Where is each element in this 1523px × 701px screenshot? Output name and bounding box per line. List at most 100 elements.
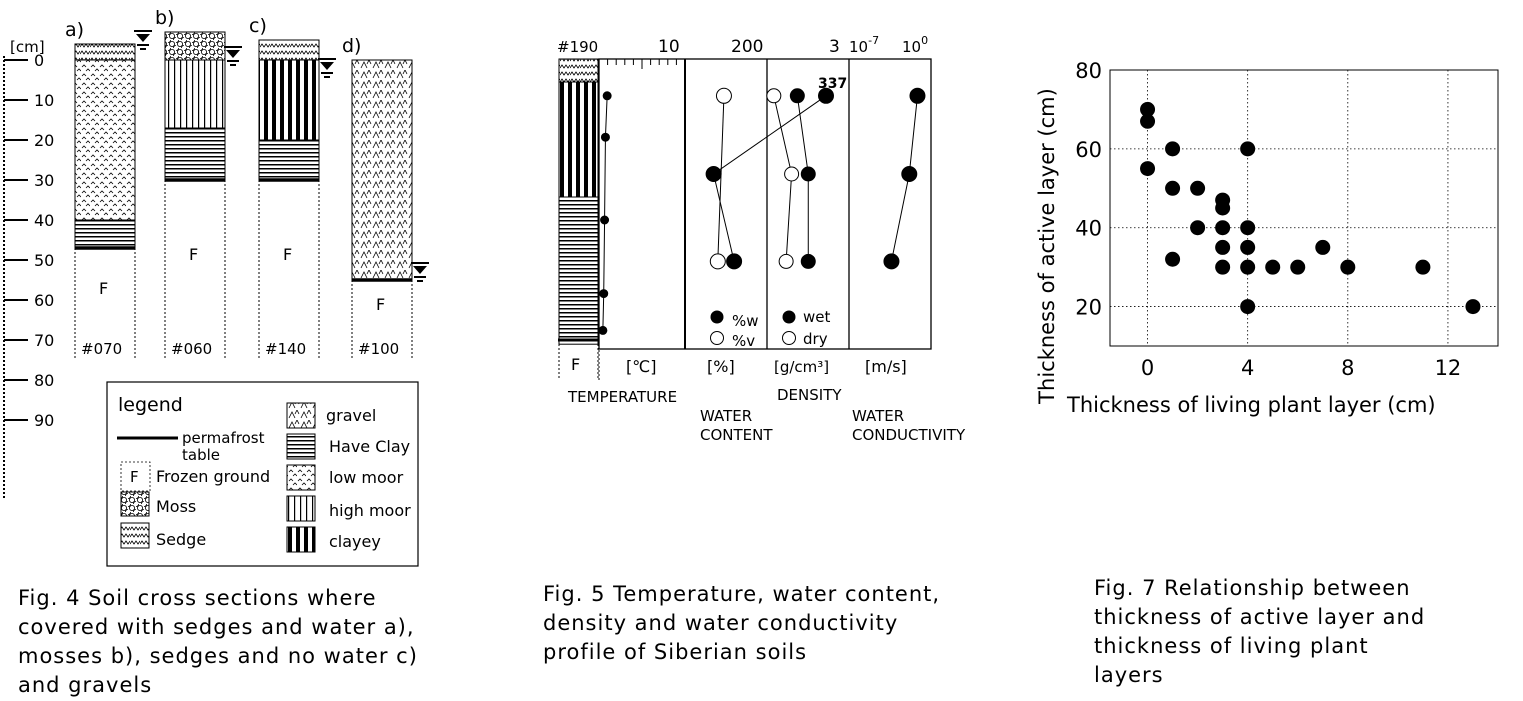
site-id-label: #070 <box>81 340 122 358</box>
column-letter-label: a) <box>65 19 84 41</box>
column-letter-label: c) <box>249 15 267 37</box>
legend-clayey-label: clayey <box>329 532 381 551</box>
soil-layer-have-clay <box>74 219 136 249</box>
soil-layer-have-clay <box>164 127 226 181</box>
depth-tick-label: 10 <box>34 91 54 110</box>
fig5-key-wet-marker <box>782 310 796 324</box>
depth-tick-label: 20 <box>34 131 54 150</box>
fig5-soil-layer-have-clay <box>558 196 599 345</box>
fig5-caption: Fig. 5 Temperature, water content, densi… <box>543 582 941 664</box>
soil-layer-sedge <box>74 43 136 61</box>
fig7-y-tick-label: 60 <box>1075 138 1102 162</box>
soil-layer-moss <box>164 31 226 61</box>
fig5-cond-label-1: WATER <box>852 407 904 425</box>
fig5-key-w-label: %w <box>732 312 759 330</box>
figure-7-scatter: 0 4 8 12 20 40 60 80 Thickness of living plant … <box>1035 59 1499 417</box>
depth-tick-label: 0 <box>34 51 44 70</box>
fig7-caption: Fig. 7 Relationship between thickness of… <box>1094 576 1426 687</box>
fig4-legend: legend permafrost table F Frozen ground … <box>106 381 419 567</box>
legend-moss-label: Moss <box>156 497 196 516</box>
fig7-x-axis-label: Thickness of living plant layer (cm) <box>1066 393 1436 417</box>
fig7-data-point <box>1165 180 1181 196</box>
site-id-label: #140 <box>265 340 306 358</box>
fig5-key-dry-marker <box>782 331 796 345</box>
fig5-water-w-point <box>726 253 743 270</box>
fig7-data-point <box>1240 299 1256 315</box>
soil-layer-high-moor <box>164 59 226 129</box>
fig7-data-point <box>1190 220 1206 236</box>
fig7-x-tick-label: 0 <box>1141 356 1154 380</box>
fig7-y-tick-label: 20 <box>1075 296 1102 320</box>
legend-low-moor-label: low moor <box>329 468 404 487</box>
fig5-density-wet-point <box>800 166 816 182</box>
fig5-temp-unit: [℃] <box>626 357 656 376</box>
fig5-water-label-1: WATER <box>700 407 752 425</box>
fig5-water-unit: [%] <box>707 357 735 376</box>
depth-tick-label: 50 <box>34 251 54 270</box>
frozen-ground-label: F <box>376 295 385 314</box>
fig5-water-w-point <box>705 166 722 182</box>
fig7-data-point <box>1165 141 1181 157</box>
depth-axis-ticks: 0 10 20 30 40 50 60 70 80 90 <box>4 51 54 430</box>
water-table-icon-triangle <box>136 34 150 42</box>
legend-sedge-label: Sedge <box>156 530 206 549</box>
fig5-cond-max-tick: 100 <box>902 34 928 56</box>
fig7-data-point <box>1240 259 1256 275</box>
fig7-data-point <box>1190 180 1206 196</box>
fig7-data-point <box>1140 101 1156 117</box>
fig7-data-point <box>1465 299 1481 315</box>
depth-tick-label: 90 <box>34 411 54 430</box>
fig5-water-w-point <box>818 87 834 104</box>
legend-clay-swatch <box>286 433 316 460</box>
fig5-annotation-337: 337 <box>818 76 847 92</box>
fig5-conductivity-point <box>883 253 900 270</box>
water-table-icon <box>134 30 152 50</box>
fig5-key-dry-label: dry <box>803 330 828 348</box>
column-letter-label: d) <box>342 35 361 57</box>
fig5-water-key: %w %v wet dry <box>710 308 830 350</box>
soil-column-2: b) F #060 <box>155 7 242 360</box>
fig5-water-v-line <box>717 95 725 262</box>
water-table-icon-triangle <box>413 266 427 274</box>
fig5-soil-layer-sedge <box>558 58 599 83</box>
legend-title: legend <box>118 394 183 416</box>
legend-box <box>106 381 419 567</box>
soil-layer-gravel <box>351 59 413 281</box>
legend-gravel-swatch <box>286 402 316 429</box>
figure-4-soil-cross-sections: [cm] 0 10 20 30 40 50 60 70 80 90 a) F #070 b) F #060 c… <box>3 7 429 567</box>
fig5-temperature-point <box>599 289 609 299</box>
fig7-y-axis-label: Thickness of active layer (cm) <box>1035 88 1059 405</box>
frozen-ground-label: F <box>189 245 198 264</box>
fig5-density-dry-point <box>778 253 794 269</box>
soil-column-3: c) F #140 <box>249 15 336 360</box>
fig7-data-point <box>1165 251 1181 267</box>
water-table-icon <box>224 46 242 66</box>
fig5-water-max-tick: 200 <box>731 37 763 57</box>
water-table-icon-triangle <box>320 62 334 70</box>
fig5-key-v-marker <box>710 331 724 345</box>
fig7-data-point <box>1315 239 1331 255</box>
depth-tick-label: 70 <box>34 331 54 350</box>
fig5-soil-layer-clayey <box>558 81 599 198</box>
legend-frozen-swatch <box>120 461 151 492</box>
soil-layer-clayey <box>258 59 320 141</box>
fig5-temp-max-tick: 10 <box>658 37 680 57</box>
legend-clay-label: Have Clay <box>329 437 410 456</box>
fig5-density-dry-point <box>784 166 800 182</box>
legend-sedge-swatch <box>120 522 150 549</box>
fig5-key-w-marker <box>710 310 724 324</box>
frozen-ground-label: F <box>283 245 292 264</box>
legend-gravel-label: gravel <box>326 406 376 425</box>
legend-moss-swatch <box>120 491 150 517</box>
fig7-y-tick-label: 40 <box>1075 217 1102 241</box>
fig7-plot-frame <box>1109 69 1499 347</box>
soil-column-1: a) F #070 <box>65 19 152 360</box>
fig5-cond-label-2: CONDUCTIVITY <box>852 426 966 444</box>
fig5-water-v-point <box>709 253 726 270</box>
soil-columns: a) F #070 b) F #060 c) F #140 d) F #100 <box>65 7 429 360</box>
fig5-density-wet-point <box>800 253 816 269</box>
soil-layer-have-clay <box>258 139 320 181</box>
legend-permafrost-label-2: table <box>182 446 220 464</box>
frozen-ground-label: F <box>99 279 108 298</box>
